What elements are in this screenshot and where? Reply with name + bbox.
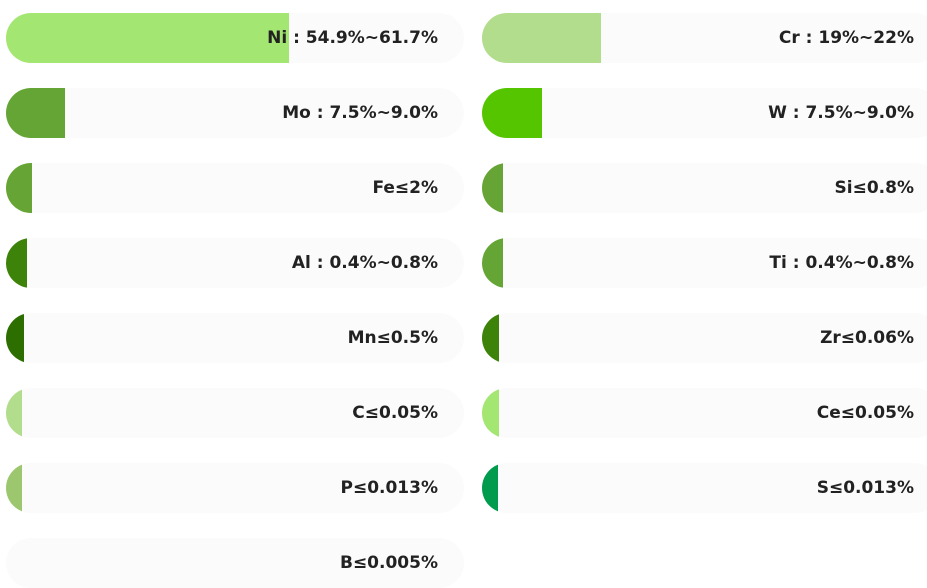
bar-label: Mo : 7.5%~9.0% [282,103,438,123]
bar-row: Ti : 0.4%~0.8% [482,238,927,288]
bar-label: W : 7.5%~9.0% [768,103,914,123]
bar-label: Ni : 54.9%~61.7% [267,28,438,48]
bar-row: C≤0.05% [6,388,464,438]
bar-fill [482,163,503,213]
bar-row: Al : 0.4%~0.8% [6,238,464,288]
bar-fill [482,463,499,513]
bar-label: Zr≤0.06% [820,328,914,348]
bar-fill [6,13,289,63]
bar-fill [6,163,32,213]
bar-fill [6,313,25,363]
bar-row: Fe≤2% [6,163,464,213]
bar-label: Al : 0.4%~0.8% [291,253,438,273]
bar-fill [6,238,27,288]
bar-label: C≤0.05% [352,403,438,423]
bar-label: Fe≤2% [372,178,438,198]
bar-fill [482,313,500,363]
bar-row: Zr≤0.06% [482,313,927,363]
bar-label: P≤0.013% [340,478,438,498]
bar-row: Cr : 19%~22% [482,13,927,63]
bar-label: Ti : 0.4%~0.8% [769,253,914,273]
bar-label: Ce≤0.05% [816,403,914,423]
bar-label: Mn≤0.5% [347,328,438,348]
bar-row: S≤0.013% [482,463,927,513]
bar-fill [482,13,602,63]
bar-fill [482,238,503,288]
bar-fill [482,388,500,438]
bar-label: Si≤0.8% [834,178,914,198]
bar-row: Mn≤0.5% [6,313,464,363]
bar-row: Ce≤0.05% [482,388,927,438]
bar-fill [482,88,542,138]
bar-fill [6,388,23,438]
bar-fill [6,463,23,513]
bar-row: B≤0.005% [6,538,464,588]
bar-fill [6,88,65,138]
bar-row: Ni : 54.9%~61.7% [6,13,464,63]
bar-label: Cr : 19%~22% [778,28,914,48]
bar-label: S≤0.013% [816,478,914,498]
bar-row: P≤0.013% [6,463,464,513]
bar-label: B≤0.005% [339,553,438,573]
bar-row: W : 7.5%~9.0% [482,88,927,138]
bar-row: Mo : 7.5%~9.0% [6,88,464,138]
bar-row: Si≤0.8% [482,163,927,213]
